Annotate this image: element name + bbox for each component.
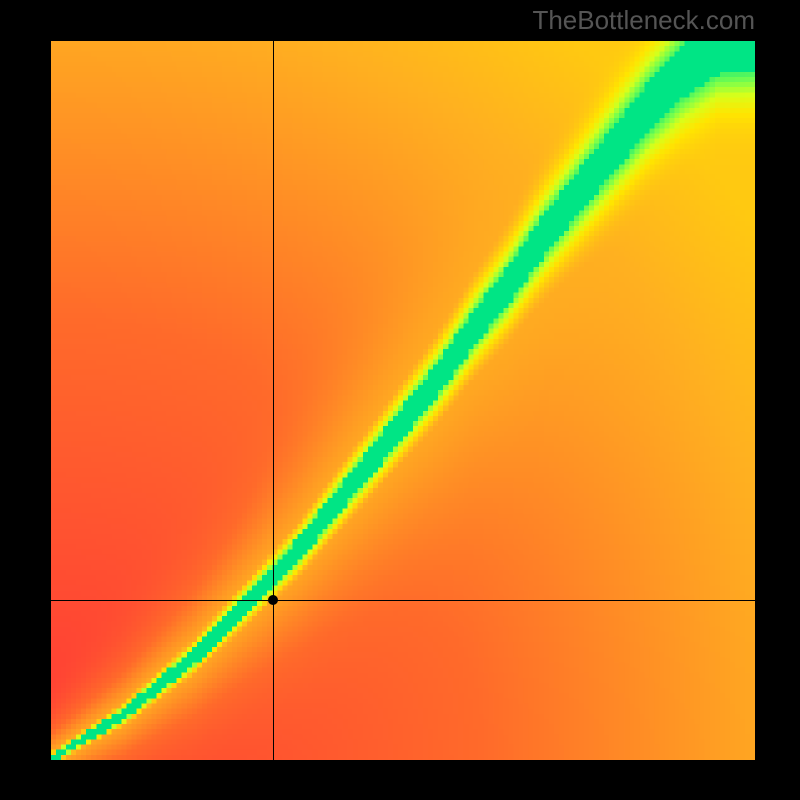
watermark-text: TheBottleneck.com xyxy=(532,5,755,36)
bottleneck-heatmap xyxy=(51,41,755,760)
crosshair-vertical xyxy=(273,41,274,760)
crosshair-horizontal xyxy=(51,600,755,601)
chart-container: TheBottleneck.com xyxy=(0,0,800,800)
